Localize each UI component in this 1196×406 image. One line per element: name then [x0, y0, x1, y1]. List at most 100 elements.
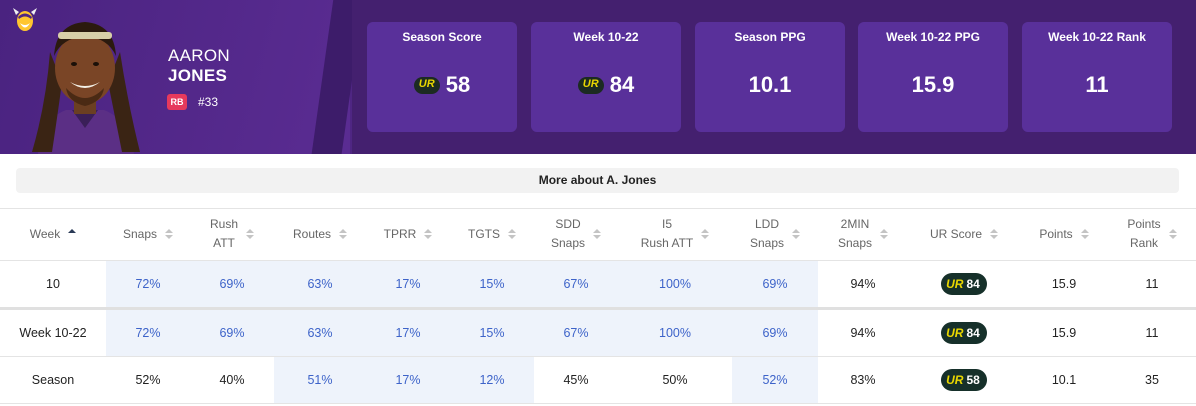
- column-header-week[interactable]: Week: [0, 209, 106, 259]
- stat-value: 11: [1085, 72, 1109, 97]
- sort-icon[interactable]: [246, 229, 254, 239]
- position-badge: RB: [167, 94, 187, 110]
- column-header-sdd-snaps[interactable]: SDD Snaps: [534, 209, 618, 259]
- column-header-routes[interactable]: Routes: [274, 209, 366, 259]
- stat-label: Week 10-22 Rank: [1048, 30, 1146, 44]
- cell-tprr: 17%: [366, 261, 450, 307]
- column-header-tprr[interactable]: TPRR: [366, 209, 450, 259]
- table-row: Season 52% 40% 51% 17% 12% 45% 50% 52% 8…: [0, 357, 1196, 403]
- column-header-ur-score[interactable]: UR Score: [908, 209, 1020, 259]
- sort-icon[interactable]: [792, 229, 801, 239]
- sort-icon[interactable]: [701, 229, 710, 239]
- stat-value: 10.1: [748, 72, 792, 97]
- sort-icon[interactable]: [508, 229, 516, 239]
- sort-icon[interactable]: [880, 229, 889, 239]
- stat-value: 58: [445, 72, 471, 97]
- stat-card-week-score: Week 10-22 UR 84: [531, 22, 681, 132]
- cell-tprr: 17%: [366, 310, 450, 356]
- cell-points: 10.1: [1020, 357, 1108, 403]
- sort-icon[interactable]: [424, 229, 433, 239]
- cell-2min-snaps: 94%: [818, 310, 908, 356]
- cell-snaps: 52%: [106, 357, 190, 403]
- column-header-tgts[interactable]: TGTS: [450, 209, 534, 259]
- stat-card-season-ppg: Season PPG 10.1: [695, 22, 845, 132]
- ur-logo-icon: UR: [946, 277, 964, 291]
- cell-i5-rush-att: 100%: [618, 310, 732, 356]
- column-header-rush-att[interactable]: Rush ATT: [190, 209, 274, 259]
- divider: [0, 208, 1196, 209]
- stat-card-week-rank: Week 10-22 Rank 11: [1022, 22, 1172, 132]
- sort-asc-icon[interactable]: [68, 229, 77, 239]
- cell-i5-rush-att: 50%: [618, 357, 732, 403]
- player-header: AARON JONES RB #33 Season Score UR 58 We…: [0, 0, 1196, 154]
- cell-sdd-snaps: 67%: [534, 261, 618, 307]
- stat-label: Season PPG: [734, 30, 806, 44]
- cell-rush-att: 69%: [190, 310, 274, 356]
- column-header-points[interactable]: Points: [1020, 209, 1108, 259]
- ur-score-badge: UR 58: [941, 369, 987, 391]
- ur-logo-icon: UR: [413, 76, 440, 94]
- column-header-points-rank[interactable]: Points Rank: [1108, 209, 1196, 259]
- stat-label: Week 10-22: [573, 30, 639, 44]
- cell-sdd-snaps: 45%: [534, 357, 618, 403]
- column-header-i5-rush-att[interactable]: I5 Rush ATT: [618, 209, 732, 259]
- stat-label: Week 10-22 PPG: [886, 30, 980, 44]
- cell-points-rank: 11: [1108, 261, 1196, 307]
- table-row: Week 10-22 72% 69% 63% 17% 15% 67% 100% …: [0, 310, 1196, 356]
- cell-routes: 63%: [274, 310, 366, 356]
- cell-ldd-snaps: 52%: [732, 357, 818, 403]
- divider: [0, 260, 1196, 261]
- cell-tgts: 15%: [450, 261, 534, 307]
- cell-ldd-snaps: 69%: [732, 261, 818, 307]
- sort-icon[interactable]: [165, 229, 174, 239]
- vikings-logo-icon: [13, 8, 37, 31]
- column-header-ldd-snaps[interactable]: LDD Snaps: [732, 209, 818, 259]
- sort-icon[interactable]: [990, 229, 998, 239]
- divider: [0, 307, 1196, 310]
- cell-week: Season: [0, 357, 106, 403]
- ur-score-badge: UR 84: [941, 322, 987, 344]
- cell-2min-snaps: 83%: [818, 357, 908, 403]
- cell-rush-att: 40%: [190, 357, 274, 403]
- jersey-number: #33: [198, 95, 219, 109]
- cell-week: 10: [0, 261, 106, 307]
- cell-points: 15.9: [1020, 310, 1108, 356]
- player-first-name: AARON: [168, 46, 230, 65]
- cell-i5-rush-att: 100%: [618, 261, 732, 307]
- stat-value: 84: [609, 72, 635, 97]
- ur-logo-icon: UR: [946, 373, 964, 387]
- player-headshot: [32, 22, 140, 154]
- ur-logo-icon: UR: [577, 76, 604, 94]
- cell-ur-score: UR 84: [908, 261, 1020, 307]
- stat-value: 15.9: [911, 72, 955, 97]
- cell-points-rank: 11: [1108, 310, 1196, 356]
- divider: [0, 356, 1196, 357]
- cell-routes: 63%: [274, 261, 366, 307]
- column-header-snaps[interactable]: Snaps: [106, 209, 190, 259]
- cell-points: 15.9: [1020, 261, 1108, 307]
- stat-card-season-score: Season Score UR 58: [367, 22, 517, 132]
- cell-tgts: 15%: [450, 310, 534, 356]
- cell-points-rank: 35: [1108, 357, 1196, 403]
- stat-label: Season Score: [402, 30, 482, 44]
- sort-icon[interactable]: [1168, 229, 1177, 239]
- cell-rush-att: 69%: [190, 261, 274, 307]
- cell-routes: 51%: [274, 357, 366, 403]
- sort-icon[interactable]: [1080, 229, 1089, 239]
- ur-logo-icon: UR: [946, 326, 964, 340]
- sort-icon[interactable]: [339, 229, 348, 239]
- cell-ldd-snaps: 69%: [732, 310, 818, 356]
- more-about-button[interactable]: More about A. Jones: [16, 168, 1179, 193]
- player-last-name: JONES: [168, 66, 228, 85]
- sort-icon[interactable]: [593, 229, 602, 239]
- cell-week: Week 10-22: [0, 310, 106, 356]
- cell-ur-score: UR 84: [908, 310, 1020, 356]
- ur-score-badge: UR 84: [941, 273, 987, 295]
- table-row: 10 72% 69% 63% 17% 15% 67% 100% 69% 94% …: [0, 261, 1196, 307]
- cell-snaps: 72%: [106, 261, 190, 307]
- divider: [0, 403, 1196, 404]
- cell-2min-snaps: 94%: [818, 261, 908, 307]
- cell-tgts: 12%: [450, 357, 534, 403]
- column-header-2min-snaps[interactable]: 2MIN Snaps: [818, 209, 908, 259]
- cell-ur-score: UR 58: [908, 357, 1020, 403]
